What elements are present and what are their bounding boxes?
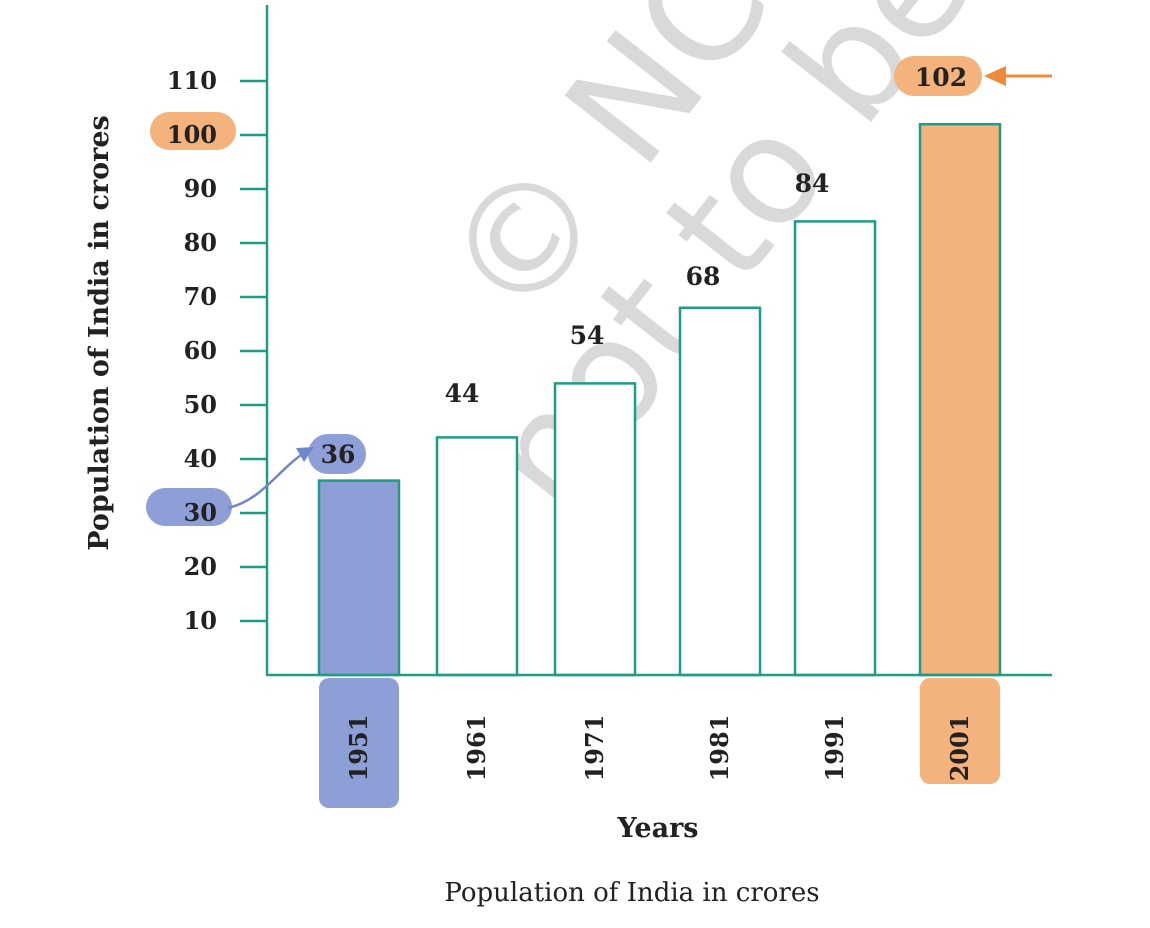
ytick-label-110: 110 <box>167 66 217 95</box>
label-36-highlight <box>308 434 366 474</box>
watermark: © NCERT not to be republished <box>411 0 1150 542</box>
data-label-2001: 102 <box>915 63 967 92</box>
ytick-30-highlight <box>146 488 232 526</box>
ytick-label-70: 70 <box>184 282 217 311</box>
year-label-1971: 1971 <box>580 715 609 782</box>
labels: 10 20 30 40 50 60 70 80 90 100 110 36 44 54 68 84 102 195… <box>167 63 1052 781</box>
data-label-1951: 36 <box>321 440 356 469</box>
ytick-label-30: 30 <box>184 498 217 527</box>
ytick-100-highlight <box>150 112 236 150</box>
year-label-1991: 1991 <box>820 715 849 782</box>
data-label-1981: 68 <box>686 262 721 291</box>
bar-1991 <box>793 220 877 677</box>
y-axis-title: Population of India in crores <box>84 115 115 551</box>
x-axis-title: Years <box>616 813 698 844</box>
bar-1981 <box>678 306 762 677</box>
ytick-label-20: 20 <box>184 552 217 581</box>
ytick-label-90: 90 <box>184 174 217 203</box>
arrow-30-to-36 <box>227 451 305 510</box>
highlight-layer <box>146 56 1000 808</box>
ytick-label-100: 100 <box>167 120 217 149</box>
year-label-1981: 1981 <box>705 715 734 782</box>
year-2001-highlight <box>920 678 1000 784</box>
bar-1951 <box>317 479 401 677</box>
ytick-label-10: 10 <box>184 606 217 635</box>
data-label-1991: 84 <box>795 169 830 198</box>
year-label-1951: 1951 <box>344 715 373 782</box>
bars <box>317 122 1002 677</box>
chart-caption: Population of India in crores <box>444 878 819 908</box>
year-label-1961: 1961 <box>462 715 491 782</box>
ytick-label-60: 60 <box>184 336 217 365</box>
data-label-1971: 54 <box>570 321 605 350</box>
ytick-label-50: 50 <box>184 390 217 419</box>
year-1951-highlight <box>319 678 399 808</box>
bar-1961 <box>435 436 519 677</box>
bar-1971 <box>553 382 637 677</box>
year-label-2001: 2001 <box>945 715 974 782</box>
arrow-head-blue <box>296 447 314 462</box>
bar-2001 <box>918 122 1002 677</box>
data-label-1961: 44 <box>445 379 480 408</box>
ytick-label-80: 80 <box>184 228 217 257</box>
label-102-highlight <box>894 56 982 96</box>
ytick-label-40: 40 <box>184 444 217 473</box>
axes <box>240 5 1052 677</box>
arrow-head-orange <box>984 66 1006 86</box>
